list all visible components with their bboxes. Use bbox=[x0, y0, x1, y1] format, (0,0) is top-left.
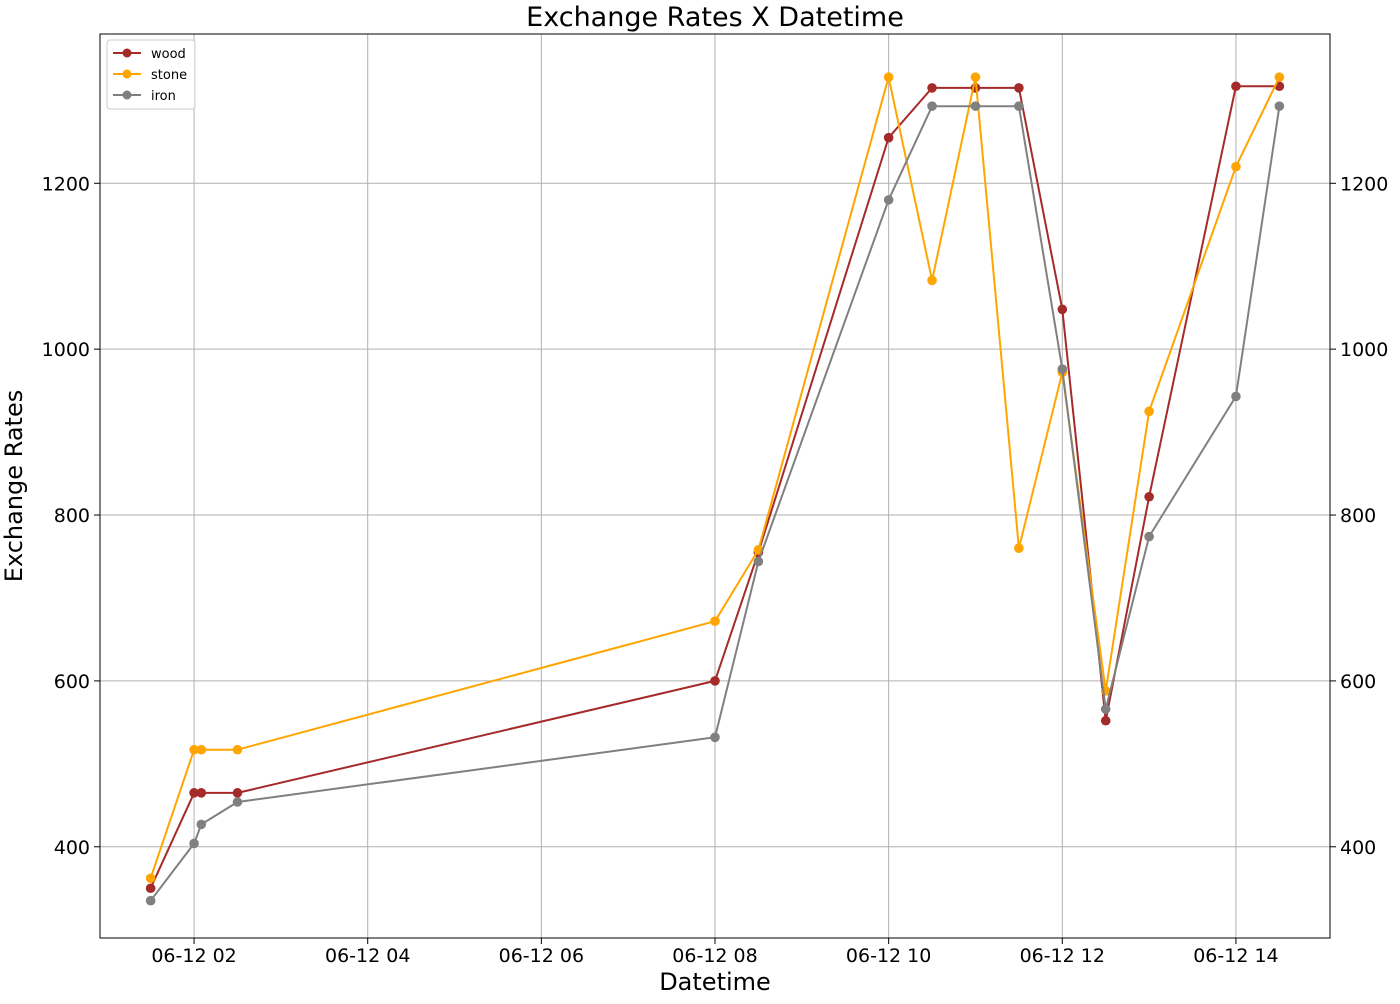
data-point-stone bbox=[970, 72, 981, 82]
data-point-iron bbox=[1057, 364, 1068, 374]
data-point-iron bbox=[710, 732, 720, 743]
data-point-stone bbox=[883, 72, 894, 82]
legend-marker-wood bbox=[122, 48, 132, 58]
y-tick-label-left: 1000 bbox=[42, 339, 90, 361]
x-tick-label: 06-12 04 bbox=[325, 945, 410, 967]
data-point-wood bbox=[189, 788, 199, 798]
data-point-iron bbox=[1100, 704, 1111, 714]
data-point-iron bbox=[1274, 101, 1285, 111]
data-point-iron bbox=[189, 838, 199, 849]
legend-item-stone: stone bbox=[113, 68, 187, 83]
y-tick-label-left: 1200 bbox=[42, 173, 90, 195]
data-point-iron bbox=[232, 797, 243, 807]
data-point-wood bbox=[1057, 304, 1068, 315]
x-tick-label: 06-12 06 bbox=[499, 945, 584, 967]
legend-item-wood: wood bbox=[113, 47, 186, 62]
data-point-wood bbox=[145, 883, 156, 894]
data-point-stone bbox=[1274, 72, 1285, 82]
x-tick-label: 06-12 14 bbox=[1193, 945, 1278, 967]
data-point-iron bbox=[927, 101, 937, 111]
y-tick-label-right: 600 bbox=[1340, 671, 1376, 693]
series-lines bbox=[145, 72, 1285, 906]
data-point-iron bbox=[1014, 101, 1024, 111]
legend: wood stone iron bbox=[106, 39, 196, 110]
data-point-stone bbox=[1014, 543, 1024, 554]
data-point-iron bbox=[883, 195, 894, 205]
data-point-stone bbox=[1231, 161, 1241, 172]
y-tick-label-right: 400 bbox=[1340, 837, 1376, 859]
legend-label-iron: iron bbox=[151, 89, 176, 104]
data-point-stone bbox=[145, 873, 156, 884]
series-iron bbox=[145, 101, 1285, 906]
data-point-iron bbox=[753, 556, 764, 567]
x-tick-label: 06-12 12 bbox=[1020, 945, 1105, 967]
x-axis-title: Datetime bbox=[659, 968, 771, 996]
data-point-stone bbox=[196, 744, 207, 755]
data-point-wood bbox=[196, 788, 207, 798]
legend-item-iron: iron bbox=[113, 89, 176, 104]
data-point-iron bbox=[145, 895, 156, 906]
legend-label-stone: stone bbox=[151, 68, 187, 83]
data-point-wood bbox=[710, 676, 720, 686]
y-tick-label-left: 800 bbox=[54, 505, 90, 527]
data-point-stone bbox=[189, 744, 199, 755]
data-point-wood bbox=[1231, 81, 1241, 92]
data-point-iron bbox=[970, 101, 981, 111]
y-tick-label-left: 400 bbox=[54, 837, 90, 859]
data-point-wood bbox=[1144, 491, 1154, 502]
data-point-iron bbox=[1144, 531, 1154, 542]
legend-label-wood: wood bbox=[151, 47, 186, 62]
x-tick-label: 06-12 08 bbox=[672, 945, 757, 967]
data-point-wood bbox=[927, 83, 937, 93]
data-point-stone bbox=[232, 744, 243, 755]
y-axis-title: Exchange Rates bbox=[0, 390, 28, 582]
data-point-wood bbox=[883, 132, 894, 143]
data-point-wood bbox=[1014, 83, 1024, 93]
x-tick-label: 06-12 10 bbox=[846, 945, 931, 967]
y-tick-label-right: 1200 bbox=[1340, 173, 1388, 195]
data-point-wood bbox=[232, 788, 243, 798]
axis-ticks: 06-12 02 06-12 04 06-12 06 06-12 08 06-12 10… bbox=[42, 173, 1389, 967]
x-tick-label: 06-12 02 bbox=[151, 945, 236, 967]
legend-marker-iron bbox=[122, 90, 132, 100]
data-point-stone bbox=[710, 616, 720, 626]
data-point-wood bbox=[1100, 715, 1111, 726]
data-point-iron bbox=[1231, 391, 1241, 402]
y-tick-label-right: 1000 bbox=[1340, 339, 1388, 361]
chart-title: Exchange Rates X Datetime bbox=[526, 2, 904, 33]
legend-marker-stone bbox=[122, 69, 132, 79]
data-point-stone bbox=[927, 275, 937, 286]
y-tick-label-right: 800 bbox=[1340, 505, 1376, 527]
data-point-stone bbox=[1144, 406, 1154, 417]
data-point-iron bbox=[196, 819, 207, 830]
y-tick-label-left: 600 bbox=[54, 671, 90, 693]
